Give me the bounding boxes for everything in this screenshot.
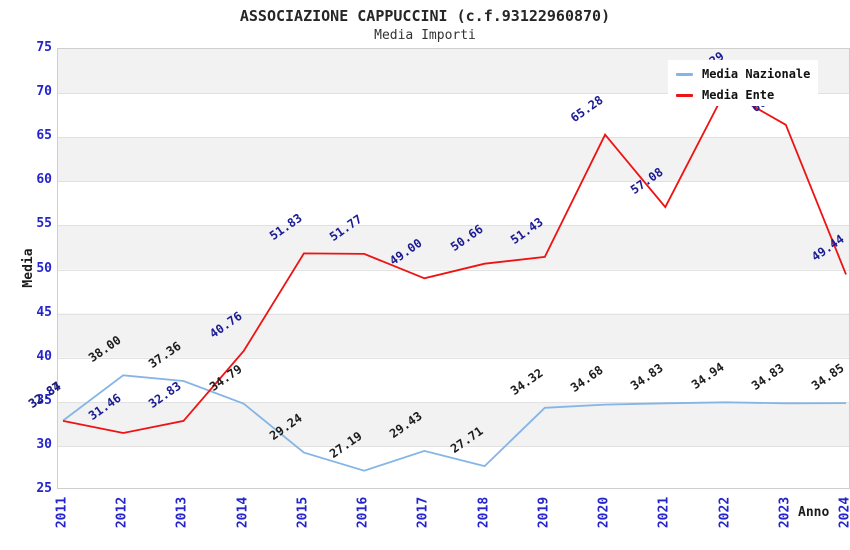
legend-item-nazionale: Media Nazionale (676, 63, 818, 84)
gridline-45 (58, 313, 849, 315)
y-tick-35: 35 (36, 392, 52, 408)
legend-label-nazionale: Media Nazionale (702, 67, 811, 81)
y-tick-50: 50 (36, 260, 52, 276)
gridline-30 (58, 445, 849, 447)
y-tick-30: 30 (36, 436, 52, 452)
x-tick-2014: 2014 (235, 496, 251, 529)
legend-label-ente: Media Ente (702, 88, 775, 102)
gridline-40 (58, 357, 849, 359)
nazionale-line-marker-icon (676, 73, 693, 76)
x-tick-2015: 2015 (295, 496, 311, 529)
legend-item-ente: Media Ente (676, 84, 818, 105)
ente-line-marker-icon (676, 94, 693, 97)
x-axis-label: Anno (798, 505, 830, 520)
x-tick-2024: 2024 (837, 496, 850, 529)
y-tick-55: 55 (36, 216, 52, 232)
plot-area (57, 48, 850, 489)
y-tick-75: 75 (36, 40, 52, 55)
x-tick-2013: 2013 (174, 496, 190, 529)
y-tick-70: 70 (36, 84, 52, 100)
y-tick-60: 60 (36, 172, 52, 188)
x-tick-2016: 2016 (355, 496, 371, 529)
chart-canvas (62, 89, 847, 472)
x-tick-2019: 2019 (536, 496, 552, 529)
x-tick-2021: 2021 (656, 496, 672, 529)
x-tick-2020: 2020 (596, 496, 612, 529)
x-tick-2022: 2022 (717, 496, 733, 529)
y-tick-40: 40 (36, 348, 52, 364)
x-tick-2018: 2018 (476, 496, 492, 529)
x-tick-2012: 2012 (114, 496, 130, 529)
series-line-ente (62, 89, 847, 434)
x-tick-2011: 2011 (54, 496, 70, 529)
x-tick-2017: 2017 (415, 496, 431, 529)
gridline-65 (58, 137, 849, 139)
gridline-60 (58, 181, 849, 183)
chart-subtitle: Media Importi (374, 28, 476, 43)
gridline-35 (58, 401, 849, 403)
x-tick-2023: 2023 (777, 496, 793, 529)
gridline-70 (58, 93, 849, 95)
gridline-55 (58, 225, 849, 227)
series-line-nazionale (62, 374, 847, 472)
chart-title: ASSOCIAZIONE CAPPUCCINI (c.f.93122960870… (239, 7, 611, 25)
legend: Media Nazionale Media Ente (668, 60, 818, 106)
gridline-50 (58, 269, 849, 271)
y-tick-65: 65 (36, 128, 52, 144)
y-tick-25: 25 (36, 481, 52, 496)
y-tick-45: 45 (36, 304, 52, 320)
